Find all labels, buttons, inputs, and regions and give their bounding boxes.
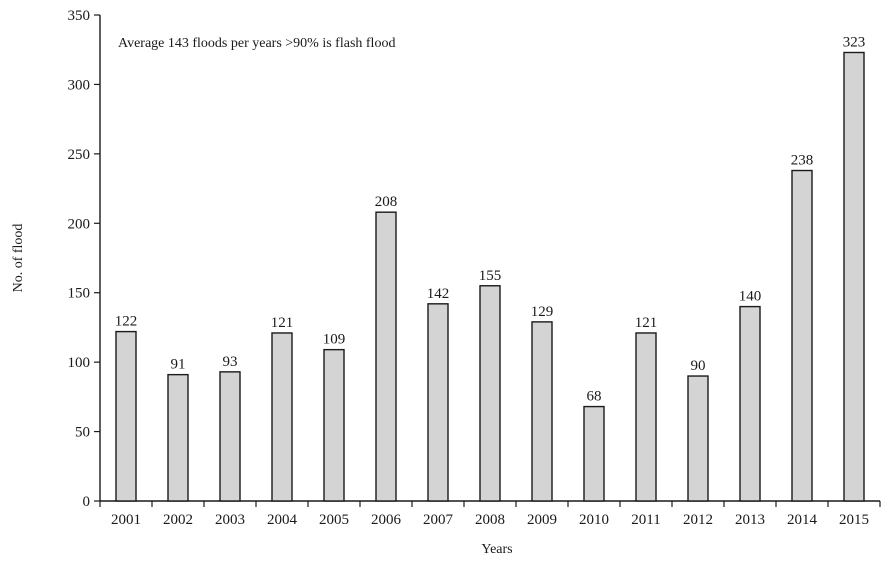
data-label-2008: 155 — [479, 268, 502, 284]
bars — [115, 51, 865, 502]
bar-2005 — [323, 348, 345, 502]
x-axis: 2001 2002 2003 2004 2005 2006 2007 2008 2009 2010… — [99, 500, 881, 528]
x-tick-label-2015: 2015 — [839, 512, 869, 528]
x-tick-label-2006: 2006 — [371, 512, 402, 528]
x-tick-label-2007: 2007 — [423, 512, 454, 528]
x-tick-label-2010: 2010 — [579, 512, 609, 528]
bar-2009 — [531, 321, 553, 502]
bar-2004 — [271, 332, 293, 502]
x-tick-label-2004: 2004 — [267, 512, 298, 528]
y-tick-label: 300 — [68, 77, 91, 93]
y-tick-label: 200 — [68, 216, 91, 232]
data-label-2014: 238 — [791, 153, 814, 169]
bar-2011 — [635, 332, 657, 502]
chart-annotation: Average 143 floods per years >90% is fla… — [118, 36, 395, 51]
y-tick-label: 250 — [68, 147, 91, 163]
data-label-2005: 109 — [323, 332, 346, 348]
bar-2006 — [375, 211, 397, 502]
data-label-2013: 140 — [739, 289, 762, 305]
x-tick-label-2003: 2003 — [215, 512, 245, 528]
x-tick-label-2001: 2001 — [111, 512, 141, 528]
data-labels: 122 91 93 121 109 208 142 155 129 68 121 90 140 238 32… — [115, 34, 866, 404]
bar-2014 — [791, 169, 813, 502]
data-label-2006: 208 — [375, 194, 398, 210]
bar-2008 — [479, 285, 501, 502]
data-label-2010: 68 — [587, 389, 602, 405]
x-tick-label-2014: 2014 — [787, 512, 818, 528]
x-tick-label-2002: 2002 — [163, 512, 193, 528]
data-label-2002: 91 — [171, 357, 186, 373]
bar-2012 — [687, 375, 709, 502]
x-axis-title: Years — [481, 542, 512, 557]
x-tick-label-2008: 2008 — [475, 512, 505, 528]
bar-2007 — [427, 303, 449, 502]
bar-2003 — [219, 371, 241, 502]
data-label-2003: 93 — [223, 354, 238, 370]
bar-2001 — [115, 330, 137, 502]
y-tick-label: 0 — [83, 494, 91, 510]
y-tick-label: 50 — [75, 425, 90, 441]
data-label-2001: 122 — [115, 314, 138, 330]
data-label-2009: 129 — [531, 304, 554, 320]
x-tick-label-2013: 2013 — [735, 512, 765, 528]
x-tick-label-2011: 2011 — [631, 512, 660, 528]
y-tick-label: 150 — [68, 286, 91, 302]
y-tick-label: 100 — [68, 355, 91, 371]
data-label-2012: 90 — [691, 358, 706, 374]
data-label-2011: 121 — [635, 315, 658, 331]
bar-2002 — [167, 373, 189, 502]
data-label-2004: 121 — [271, 315, 294, 331]
bar-2010 — [583, 405, 605, 502]
x-tick-label-2012: 2012 — [683, 512, 713, 528]
x-tick-label-2009: 2009 — [527, 512, 557, 528]
y-axis-title: No. of flood — [11, 224, 26, 293]
y-tick-label: 350 — [68, 8, 91, 24]
y-axis: 0 50 100 150 200 250 300 350 — [68, 8, 101, 510]
data-label-2007: 142 — [427, 286, 450, 302]
data-label-2015: 323 — [843, 34, 866, 50]
bar-2015 — [843, 51, 865, 502]
x-tick-label-2005: 2005 — [319, 512, 349, 528]
bar-2013 — [739, 305, 761, 502]
